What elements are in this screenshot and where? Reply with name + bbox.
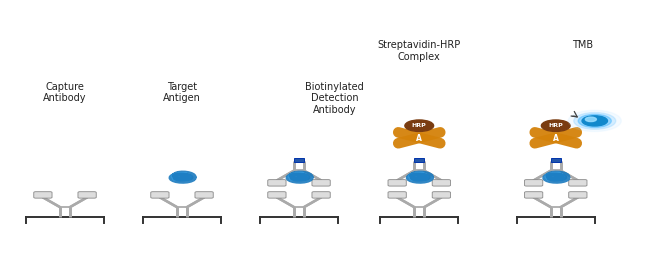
FancyBboxPatch shape bbox=[569, 180, 587, 186]
Text: Streptavidin-HRP
Complex: Streptavidin-HRP Complex bbox=[378, 40, 461, 62]
Text: HRP: HRP bbox=[549, 123, 563, 128]
FancyBboxPatch shape bbox=[78, 192, 96, 198]
FancyBboxPatch shape bbox=[268, 192, 286, 198]
Text: TMB: TMB bbox=[572, 40, 593, 50]
Text: Biotinylated
Detection
Antibody: Biotinylated Detection Antibody bbox=[306, 82, 364, 115]
Circle shape bbox=[586, 117, 597, 122]
FancyBboxPatch shape bbox=[525, 192, 543, 198]
FancyBboxPatch shape bbox=[525, 180, 543, 186]
FancyBboxPatch shape bbox=[388, 180, 406, 186]
Circle shape bbox=[578, 114, 612, 127]
Circle shape bbox=[405, 120, 434, 132]
FancyBboxPatch shape bbox=[312, 192, 330, 198]
FancyBboxPatch shape bbox=[432, 192, 450, 198]
Text: Target
Antigen: Target Antigen bbox=[163, 82, 201, 103]
FancyBboxPatch shape bbox=[268, 180, 286, 186]
FancyBboxPatch shape bbox=[569, 192, 587, 198]
Text: Capture
Antibody: Capture Antibody bbox=[44, 82, 86, 103]
Circle shape bbox=[568, 110, 621, 132]
Circle shape bbox=[582, 116, 608, 126]
FancyBboxPatch shape bbox=[312, 180, 330, 186]
FancyBboxPatch shape bbox=[195, 192, 213, 198]
FancyBboxPatch shape bbox=[34, 192, 52, 198]
Text: A: A bbox=[552, 134, 559, 143]
Circle shape bbox=[541, 120, 570, 132]
Text: HRP: HRP bbox=[412, 123, 426, 128]
FancyBboxPatch shape bbox=[388, 192, 406, 198]
FancyBboxPatch shape bbox=[151, 192, 169, 198]
FancyBboxPatch shape bbox=[432, 180, 450, 186]
Text: A: A bbox=[416, 134, 422, 143]
Circle shape bbox=[574, 113, 616, 129]
